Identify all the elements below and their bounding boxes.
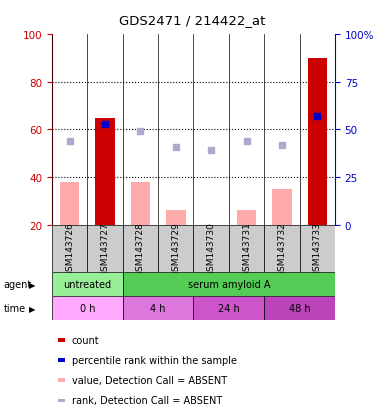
Bar	[229, 225, 264, 273]
Text: 0 h: 0 h	[80, 304, 95, 313]
Bar	[308, 59, 327, 225]
Text: GSM143728: GSM143728	[136, 221, 145, 276]
Bar	[52, 297, 123, 320]
Bar	[264, 225, 300, 273]
Bar	[123, 297, 193, 320]
Bar	[300, 225, 335, 273]
Text: GSM143729: GSM143729	[171, 221, 180, 276]
Text: serum amyloid A: serum amyloid A	[187, 280, 270, 290]
Text: 4 h: 4 h	[150, 304, 166, 313]
Bar	[166, 211, 186, 225]
Bar	[193, 225, 229, 273]
Bar	[58, 378, 65, 382]
Bar	[237, 211, 256, 225]
Bar	[58, 338, 65, 342]
Text: GSM143730: GSM143730	[207, 221, 216, 276]
Bar	[123, 273, 335, 297]
Text: 24 h: 24 h	[218, 304, 240, 313]
Text: ▶: ▶	[29, 304, 35, 313]
Bar	[87, 225, 123, 273]
Bar	[52, 225, 87, 273]
Text: GSM143727: GSM143727	[100, 221, 110, 276]
Text: untreated: untreated	[63, 280, 111, 290]
Text: rank, Detection Call = ABSENT: rank, Detection Call = ABSENT	[72, 396, 222, 406]
Bar	[272, 190, 291, 225]
Text: count: count	[72, 335, 99, 345]
Text: percentile rank within the sample: percentile rank within the sample	[72, 355, 237, 365]
Bar	[52, 273, 123, 297]
Bar	[131, 183, 150, 225]
Bar	[264, 297, 335, 320]
Text: agent: agent	[4, 280, 32, 290]
Bar	[158, 225, 193, 273]
Text: GSM143733: GSM143733	[313, 221, 322, 276]
Text: GSM143732: GSM143732	[277, 221, 286, 276]
Bar	[58, 358, 65, 362]
Text: time: time	[4, 304, 26, 313]
Text: 48 h: 48 h	[289, 304, 310, 313]
Text: value, Detection Call = ABSENT: value, Detection Call = ABSENT	[72, 375, 227, 385]
Bar	[95, 118, 115, 225]
Bar	[193, 297, 264, 320]
Bar	[60, 183, 79, 225]
Bar	[58, 399, 65, 402]
Text: ▶: ▶	[29, 280, 35, 289]
Bar	[123, 225, 158, 273]
Text: GSM143726: GSM143726	[65, 221, 74, 276]
Text: GSM143731: GSM143731	[242, 221, 251, 276]
Text: GDS2471 / 214422_at: GDS2471 / 214422_at	[119, 14, 266, 27]
